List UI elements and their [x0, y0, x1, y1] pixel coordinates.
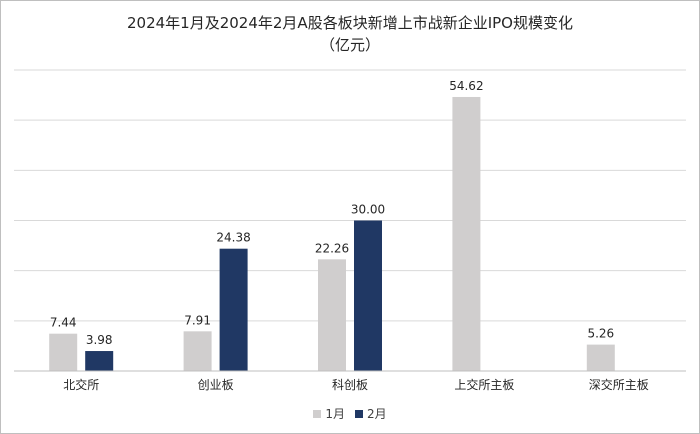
- bar-series-1: [452, 96, 481, 371]
- bar-series-1: [318, 259, 346, 371]
- category-label: 北交所: [63, 377, 99, 392]
- category-label: 科创板: [332, 378, 368, 392]
- legend-label-series-1: 1月: [325, 407, 345, 421]
- data-label: 24.38: [216, 231, 250, 245]
- legend-swatch-series-2: [355, 409, 363, 418]
- bar-series-2: [354, 220, 382, 371]
- legend-item-series-1: 1月: [313, 405, 345, 422]
- data-label: 7.44: [50, 316, 77, 330]
- bar-series-1: [183, 331, 212, 371]
- category-label: 创业板: [198, 378, 234, 392]
- bar-series-1: [49, 333, 78, 371]
- chart-title: 2024年1月及2024年2月A股各板块新增上市战新企业IPO规模变化: [127, 14, 573, 32]
- bar-series-2: [219, 248, 248, 371]
- bar-series-2: [85, 351, 114, 371]
- data-label: 3.98: [86, 333, 113, 347]
- legend-swatch-series-1: [313, 409, 322, 418]
- chart-legend: 1月 2月: [0, 405, 700, 422]
- bar-series-1: [586, 344, 615, 371]
- data-label: 7.91: [184, 313, 211, 327]
- data-label: 30.00: [351, 203, 385, 217]
- chart-title-block: 2024年1月及2024年2月A股各板块新增上市战新企业IPO规模变化 （亿元）: [0, 12, 700, 56]
- legend-item-series-2: 2月: [355, 405, 387, 422]
- chart-subtitle: （亿元）: [319, 36, 380, 54]
- data-label: 54.62: [449, 79, 483, 93]
- data-label: 5.26: [587, 327, 614, 341]
- data-label: 22.26: [315, 241, 349, 255]
- legend-label-series-2: 2月: [367, 407, 387, 421]
- category-label: 上交所主板: [454, 377, 514, 392]
- category-label: 深交所主板: [589, 377, 649, 392]
